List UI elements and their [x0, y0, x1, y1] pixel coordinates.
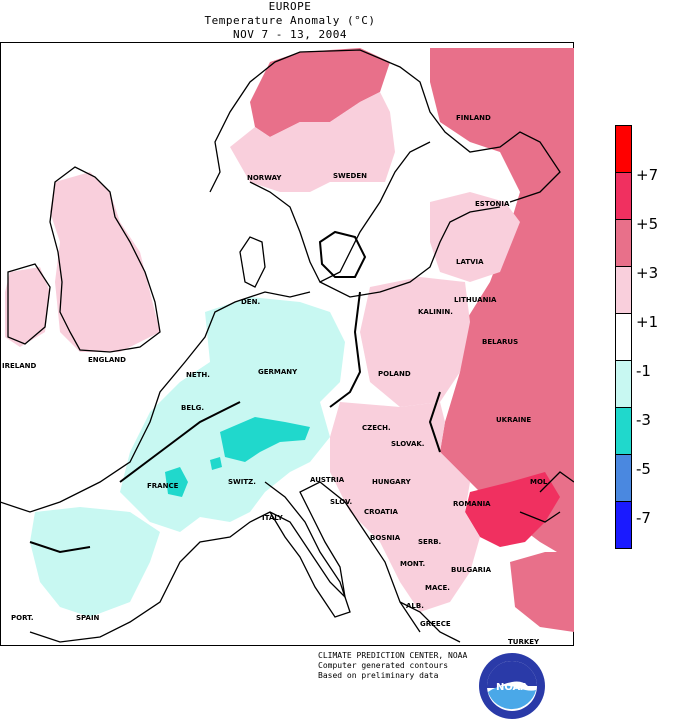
country-label: PORT. — [11, 614, 34, 622]
noaa-logo-text: NOAA — [496, 682, 528, 693]
country-label: TURKEY — [508, 638, 540, 646]
country-label: LATVIA — [456, 258, 484, 266]
country-label: MOL. — [530, 478, 550, 486]
country-label: KALININ. — [418, 308, 453, 316]
anomaly-region-turkey — [510, 552, 574, 632]
country-label: SPAIN — [76, 614, 100, 622]
legend-label: -5 — [636, 460, 651, 478]
anomaly-region-alps — [220, 417, 310, 462]
legend-label: +7 — [636, 166, 659, 184]
country-label: BOSNIA — [370, 534, 401, 542]
map-title: EUROPE — [268, 0, 312, 13]
legend-swatch — [615, 219, 632, 267]
map-period: NOV 7 - 13, 2004 — [233, 28, 347, 41]
anomaly-region-france-spot — [165, 467, 188, 497]
anomaly-region-balkans — [330, 402, 480, 612]
country-label: BULGARIA — [451, 566, 492, 574]
legend-label: +3 — [636, 264, 659, 282]
color-legend — [615, 125, 632, 549]
country-label: ROMANIA — [453, 500, 491, 508]
map-subtitle: Temperature Anomaly (°C) — [204, 14, 376, 27]
credit-line-1: CLIMATE PREDICTION CENTER, NOAA — [318, 651, 468, 660]
country-label: HUNGARY — [372, 478, 412, 486]
legend-label: +1 — [636, 313, 659, 331]
country-label: BELARUS — [482, 338, 518, 346]
country-label: UKRAINE — [496, 416, 531, 424]
legend-swatch — [615, 407, 632, 455]
legend-label: +5 — [636, 215, 659, 233]
credit-line-3: Based on preliminary data — [318, 671, 439, 680]
anomaly-region-britain — [50, 172, 160, 352]
country-label: AUSTRIA — [310, 476, 345, 484]
country-label: LITHUANIA — [454, 296, 497, 304]
anomaly-region-poland — [360, 277, 470, 407]
country-label: SERB. — [418, 538, 441, 546]
country-label: IRELAND — [2, 362, 37, 370]
anomaly-region-iberia — [30, 507, 160, 617]
country-label: GERMANY — [258, 368, 298, 376]
credits: CLIMATE PREDICTION CENTER, NOAA Computer… — [318, 651, 467, 681]
country-label: POLAND — [378, 370, 411, 378]
legend-swatch — [615, 313, 632, 361]
country-label: SWEDEN — [333, 172, 367, 180]
country-label: NORWAY — [247, 174, 282, 182]
country-label: ALB. — [406, 602, 424, 610]
country-label: DEN. — [241, 298, 260, 306]
country-label: FINLAND — [456, 114, 491, 122]
legend-swatch — [615, 360, 632, 408]
anomaly-region-baltics — [430, 192, 520, 282]
legend-label: -3 — [636, 411, 651, 429]
country-label: SLOV. — [330, 498, 352, 506]
legend-swatch — [615, 266, 632, 314]
country-label: CZECH. — [362, 424, 391, 432]
anomaly-region-france-spot-2 — [210, 457, 222, 470]
country-label: MONT. — [400, 560, 425, 568]
country-label: CROATIA — [364, 508, 399, 516]
country-label: ENGLAND — [88, 356, 126, 364]
country-label: ESTONIA — [475, 200, 510, 208]
country-label: BELG. — [181, 404, 204, 412]
country-labels: FINLAND NORWAY SWEDEN ESTONIA LATVIA LIT… — [2, 114, 550, 646]
legend-swatch — [615, 172, 632, 220]
anomaly-map: FINLAND NORWAY SWEDEN ESTONIA LATVIA LIT… — [0, 42, 574, 646]
legend-label: -1 — [636, 362, 651, 380]
anomaly-region-east — [430, 48, 574, 562]
anomaly-region-south-scandinavia — [230, 92, 395, 192]
anomaly-region-scandinavia — [250, 48, 390, 137]
country-label: MACE. — [425, 584, 450, 592]
country-label: NETH. — [186, 371, 210, 379]
contours — [29, 230, 441, 554]
country-label: SWITZ. — [228, 478, 256, 486]
country-label: SLOVAK. — [391, 440, 424, 448]
anomaly-region-southeast — [465, 472, 560, 547]
country-label: ITALY — [262, 514, 284, 522]
country-label: GREECE — [420, 620, 451, 628]
legend-swatch — [615, 501, 632, 549]
country-label: FRANCE — [147, 482, 179, 490]
legend-swatch — [615, 125, 632, 173]
credit-line-2: Computer generated contours — [318, 661, 449, 670]
noaa-logo-icon: NOAA — [479, 653, 545, 719]
legend-label: -7 — [636, 509, 651, 527]
legend-swatch — [615, 454, 632, 502]
anomaly-region-ireland — [5, 267, 50, 347]
